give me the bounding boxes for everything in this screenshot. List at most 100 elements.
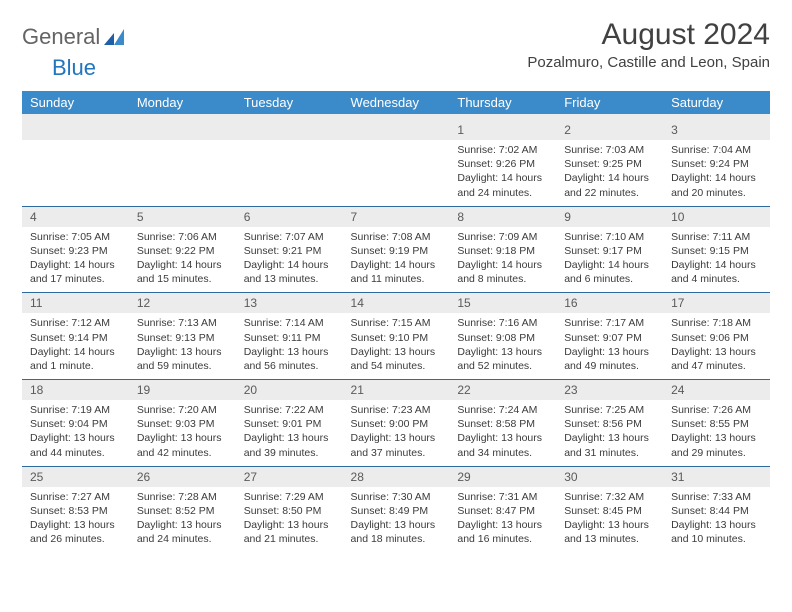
day-data-cell: Sunrise: 7:33 AMSunset: 8:44 PMDaylight:… bbox=[663, 487, 770, 553]
sunrise-text: Sunrise: 7:22 AM bbox=[244, 403, 335, 417]
day-number-cell bbox=[22, 120, 129, 140]
day-data-cell: Sunrise: 7:26 AMSunset: 8:55 PMDaylight:… bbox=[663, 400, 770, 466]
daylight-text: Daylight: 13 hours and 18 minutes. bbox=[351, 518, 442, 546]
daylight-text: Daylight: 14 hours and 20 minutes. bbox=[671, 171, 762, 199]
day-number-cell: 13 bbox=[236, 293, 343, 313]
day-data-cell: Sunrise: 7:25 AMSunset: 8:56 PMDaylight:… bbox=[556, 400, 663, 466]
day-number-cell: 2 bbox=[556, 120, 663, 140]
sunrise-text: Sunrise: 7:31 AM bbox=[457, 490, 548, 504]
sunset-text: Sunset: 8:56 PM bbox=[564, 417, 655, 431]
sunrise-text: Sunrise: 7:23 AM bbox=[351, 403, 442, 417]
sunrise-text: Sunrise: 7:07 AM bbox=[244, 230, 335, 244]
daynum-row: 45678910 bbox=[22, 207, 770, 227]
sunset-text: Sunset: 9:01 PM bbox=[244, 417, 335, 431]
sunset-text: Sunset: 9:17 PM bbox=[564, 244, 655, 258]
daylight-text: Daylight: 14 hours and 15 minutes. bbox=[137, 258, 228, 286]
day-data-cell: Sunrise: 7:28 AMSunset: 8:52 PMDaylight:… bbox=[129, 487, 236, 553]
daylight-text: Daylight: 13 hours and 10 minutes. bbox=[671, 518, 762, 546]
day-number-cell: 17 bbox=[663, 293, 770, 313]
day-data-cell: Sunrise: 7:08 AMSunset: 9:19 PMDaylight:… bbox=[343, 227, 450, 293]
day-data-cell: Sunrise: 7:11 AMSunset: 9:15 PMDaylight:… bbox=[663, 227, 770, 293]
daylight-text: Daylight: 13 hours and 24 minutes. bbox=[137, 518, 228, 546]
day-data-cell: Sunrise: 7:31 AMSunset: 8:47 PMDaylight:… bbox=[449, 487, 556, 553]
calendar-body: 123Sunrise: 7:02 AMSunset: 9:26 PMDaylig… bbox=[22, 114, 770, 552]
day-number-cell: 11 bbox=[22, 293, 129, 313]
day-data-cell: Sunrise: 7:16 AMSunset: 9:08 PMDaylight:… bbox=[449, 313, 556, 379]
day-data-row: Sunrise: 7:12 AMSunset: 9:14 PM Daylight:… bbox=[22, 313, 770, 379]
day-data-cell bbox=[343, 140, 450, 206]
daylight-text: Daylight: 13 hours and 16 minutes. bbox=[457, 518, 548, 546]
day-number-cell: 30 bbox=[556, 467, 663, 487]
sunset-text: Sunset: 9:06 PM bbox=[671, 331, 762, 345]
sunrise-text: Sunrise: 7:11 AM bbox=[671, 230, 762, 244]
day-number-cell: 31 bbox=[663, 467, 770, 487]
logo: General bbox=[22, 18, 126, 50]
day-number-cell bbox=[129, 120, 236, 140]
day-number-cell: 12 bbox=[129, 293, 236, 313]
sunset-text: Sunset: 8:50 PM bbox=[244, 504, 335, 518]
sunset-text: Sunset: 9:08 PM bbox=[457, 331, 548, 345]
day-data-row: Sunrise: 7:05 AMSunset: 9:23 PMDaylight:… bbox=[22, 227, 770, 293]
day-data-cell: Sunrise: 7:15 AMSunset: 9:10 PMDaylight:… bbox=[343, 313, 450, 379]
day-data-cell: Sunrise: 7:04 AMSunset: 9:24 PMDaylight:… bbox=[663, 140, 770, 206]
calendar-table: Sunday Monday Tuesday Wednesday Thursday… bbox=[22, 91, 770, 552]
daylight-text: Daylight: 13 hours and 31 minutes. bbox=[564, 431, 655, 459]
daylight-text: Daylight: 13 hours and 39 minutes. bbox=[244, 431, 335, 459]
sunrise-text: Sunrise: 7:16 AM bbox=[457, 316, 548, 330]
daylight-text: Daylight: 13 hours and 26 minutes. bbox=[30, 518, 121, 546]
day-number-cell: 22 bbox=[449, 380, 556, 400]
day-number-cell: 9 bbox=[556, 207, 663, 227]
day-data-cell: Sunrise: 7:29 AMSunset: 8:50 PMDaylight:… bbox=[236, 487, 343, 553]
sunrise-text: Sunrise: 7:18 AM bbox=[671, 316, 762, 330]
day-data-cell: Sunrise: 7:32 AMSunset: 8:45 PMDaylight:… bbox=[556, 487, 663, 553]
sunset-text: Sunset: 9:00 PM bbox=[351, 417, 442, 431]
daylight-text: Daylight: 14 hours and 13 minutes. bbox=[244, 258, 335, 286]
day-number-cell: 1 bbox=[449, 120, 556, 140]
sunset-text: Sunset: 8:47 PM bbox=[457, 504, 548, 518]
day-data-cell: Sunrise: 7:27 AMSunset: 8:53 PMDaylight:… bbox=[22, 487, 129, 553]
sunrise-text: Sunrise: 7:08 AM bbox=[351, 230, 442, 244]
daylight-text: Daylight: 13 hours and 52 minutes. bbox=[457, 345, 548, 373]
sunrise-text: Sunrise: 7:13 AM bbox=[137, 316, 228, 330]
day-number-cell: 18 bbox=[22, 380, 129, 400]
sunrise-text: Sunrise: 7:30 AM bbox=[351, 490, 442, 504]
sunset-text: Sunset: 9:11 PM bbox=[244, 331, 335, 345]
sunrise-text: Sunrise: 7:06 AM bbox=[137, 230, 228, 244]
sunrise-text: Sunrise: 7:02 AM bbox=[457, 143, 548, 157]
sunset-text: Sunset: 8:53 PM bbox=[30, 504, 121, 518]
day-number-cell: 28 bbox=[343, 467, 450, 487]
daylight-text: Daylight: 14 hours and 4 minutes. bbox=[671, 258, 762, 286]
day-number-cell: 3 bbox=[663, 120, 770, 140]
day-header-fri: Friday bbox=[556, 91, 663, 114]
sunset-text: Sunset: 8:49 PM bbox=[351, 504, 442, 518]
daylight-text: Daylight: 13 hours and 42 minutes. bbox=[137, 431, 228, 459]
daynum-row: 18192021222324 bbox=[22, 380, 770, 400]
sunset-text: Sunset: 9:04 PM bbox=[30, 417, 121, 431]
sunrise-text: Sunrise: 7:12 AM bbox=[30, 316, 121, 330]
day-number-cell: 14 bbox=[343, 293, 450, 313]
sunrise-text: Sunrise: 7:27 AM bbox=[30, 490, 121, 504]
sunset-text: Sunset: 9:25 PM bbox=[564, 157, 655, 171]
sunset-text: Sunset: 9:15 PM bbox=[671, 244, 762, 258]
sunset-text: Sunset: 9:14 PM bbox=[30, 331, 121, 345]
day-header-tue: Tuesday bbox=[236, 91, 343, 114]
sunset-text: Sunset: 8:58 PM bbox=[457, 417, 548, 431]
day-number-cell: 21 bbox=[343, 380, 450, 400]
daylight-text: Daylight: 13 hours and 54 minutes. bbox=[351, 345, 442, 373]
daylight-text: Daylight: 13 hours and 59 minutes. bbox=[137, 345, 228, 373]
day-number-cell: 4 bbox=[22, 207, 129, 227]
logo-text-main: General bbox=[22, 24, 100, 50]
day-header-thu: Thursday bbox=[449, 91, 556, 114]
day-data-cell: Sunrise: 7:02 AMSunset: 9:26 PMDaylight:… bbox=[449, 140, 556, 206]
sunset-text: Sunset: 8:52 PM bbox=[137, 504, 228, 518]
daylight-text: Daylight: 13 hours and 56 minutes. bbox=[244, 345, 335, 373]
day-data-cell: Sunrise: 7:18 AMSunset: 9:06 PMDaylight:… bbox=[663, 313, 770, 379]
logo-flag-icon bbox=[104, 29, 124, 45]
sunrise-text: Sunrise: 7:24 AM bbox=[457, 403, 548, 417]
day-data-cell: Sunrise: 7:10 AMSunset: 9:17 PMDaylight:… bbox=[556, 227, 663, 293]
day-header-mon: Monday bbox=[129, 91, 236, 114]
day-data-cell: Sunrise: 7:05 AMSunset: 9:23 PMDaylight:… bbox=[22, 227, 129, 293]
day-data-cell: Sunrise: 7:03 AMSunset: 9:25 PMDaylight:… bbox=[556, 140, 663, 206]
day-header-row: Sunday Monday Tuesday Wednesday Thursday… bbox=[22, 91, 770, 114]
daylight-text: Daylight: 13 hours and 13 minutes. bbox=[564, 518, 655, 546]
